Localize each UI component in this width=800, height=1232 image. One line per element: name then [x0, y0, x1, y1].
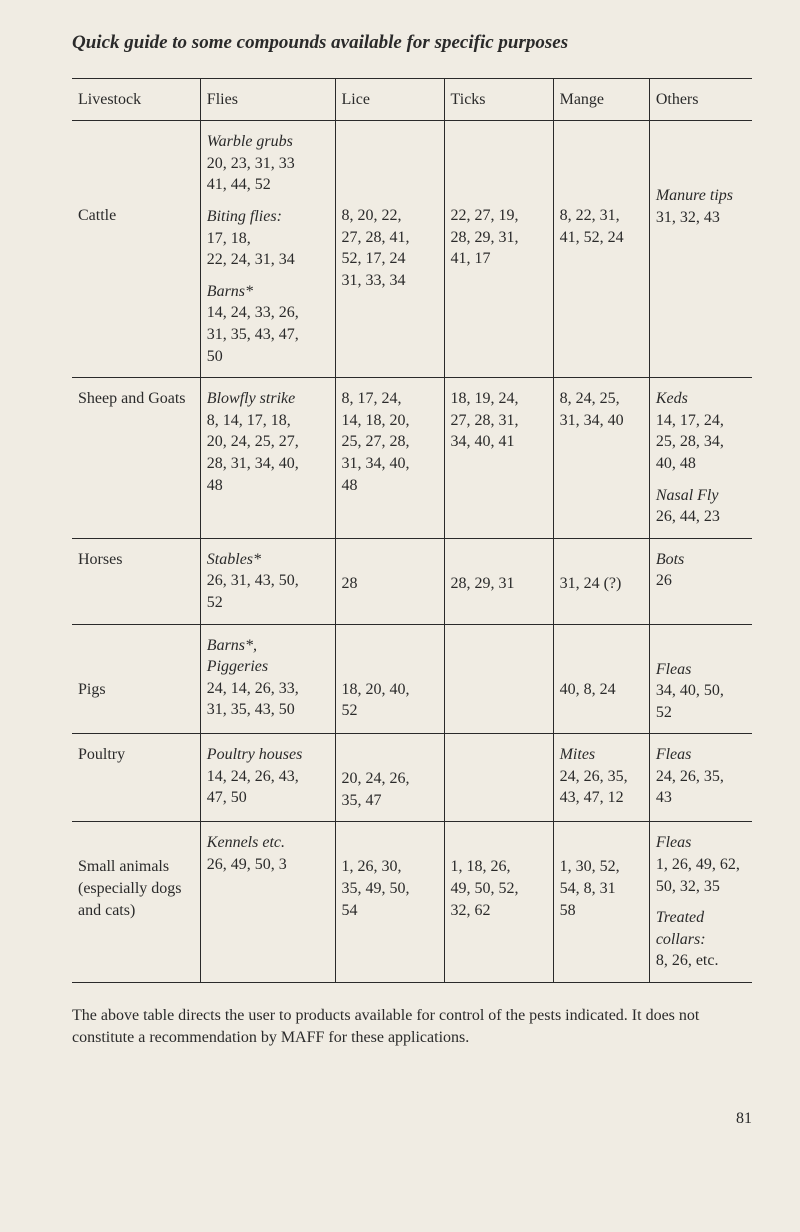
cell-livestock: Poultry	[72, 734, 200, 822]
cell-others: Bots 26	[649, 538, 752, 624]
cell-mange: 1, 30, 52,54, 8, 3158	[553, 822, 649, 983]
others-nums: 26, 44, 23	[656, 508, 720, 525]
flies-label: Biting flies:	[207, 208, 282, 225]
cell-flies: Poultry houses 14, 24, 26, 43,47, 50	[200, 734, 335, 822]
cell-flies: Blowfly strike 8, 14, 17, 18,20, 24, 25, …	[200, 378, 335, 539]
table-row: Poultry Poultry houses 14, 24, 26, 43,47, …	[72, 734, 752, 822]
flies-nums: 14, 24, 33, 26,31, 35, 43, 47,50	[207, 304, 299, 364]
cell-ticks	[444, 734, 553, 822]
flies-label: Kennels etc.	[207, 834, 285, 851]
cell-ticks: 1, 18, 26,49, 50, 52,32, 62	[444, 822, 553, 983]
table-row: PigsBarns*,Piggeries 24, 14, 26, 33,31, 3…	[72, 624, 752, 734]
cell-mange: Mites 24, 26, 35,43, 47, 12	[553, 734, 649, 822]
cell-livestock: Cattle	[72, 121, 200, 378]
cell-mange: 8, 22, 31,41, 52, 24	[553, 121, 649, 378]
cell-ticks: 18, 19, 24,27, 28, 31,34, 40, 41	[444, 378, 553, 539]
flies-label: Blowfly strike	[207, 390, 295, 407]
mange-nums: 8, 24, 25,31, 34, 40	[560, 390, 624, 429]
cell-ticks	[444, 624, 553, 734]
table-header-row: Livestock Flies Lice Ticks Mange Others	[72, 78, 752, 121]
col-lice: Lice	[335, 78, 444, 121]
cell-flies: Kennels etc. 26, 49, 50, 3	[200, 822, 335, 983]
col-flies: Flies	[200, 78, 335, 121]
table-row: Sheep and Goats Blowfly strike 8, 14, 17, …	[72, 378, 752, 539]
cell-lice: 1, 26, 30,35, 49, 50,54	[335, 822, 444, 983]
others-nums: 1, 26, 49, 62,50, 32, 35	[656, 856, 740, 895]
col-others: Others	[649, 78, 752, 121]
table-row: Cattle Warble grubs 20, 23, 31, 3341, 44, …	[72, 121, 752, 378]
others-label: Fleas	[656, 746, 692, 763]
others-nums: 8, 26, etc.	[656, 952, 719, 969]
cell-others: Fleas 24, 26, 35,43	[649, 734, 752, 822]
cell-others: Fleas 1, 26, 49, 62,50, 32, 35 Treated col…	[649, 822, 752, 983]
cell-flies: Barns*,Piggeries 24, 14, 26, 33,31, 35, 4…	[200, 624, 335, 734]
cell-mange: 8, 24, 25,31, 34, 40	[553, 378, 649, 539]
cell-livestock: Horses	[72, 538, 200, 624]
table-row: Small animals (especially dogs and cats)…	[72, 822, 752, 983]
flies-label: Poultry houses	[207, 746, 303, 763]
others-label: Nasal Fly	[656, 487, 719, 504]
cell-livestock: Small animals (especially dogs and cats)	[72, 822, 200, 983]
cell-others: Fleas 34, 40, 50,52	[649, 624, 752, 734]
others-label: Bots	[656, 551, 684, 568]
cell-lice: 20, 24, 26,35, 47	[335, 734, 444, 822]
footnote: The above table directs the user to prod…	[72, 1005, 752, 1048]
mange-nums: 24, 26, 35,43, 47, 12	[560, 768, 628, 807]
col-mange: Mange	[553, 78, 649, 121]
others-label: Treated collars:	[656, 909, 706, 948]
cell-lice: 18, 20, 40,52	[335, 624, 444, 734]
table-row: Horses Stables* 26, 31, 43, 50,52 2828, 29,…	[72, 538, 752, 624]
flies-label: Barns*	[207, 283, 253, 300]
flies-nums: 26, 31, 43, 50,52	[207, 572, 299, 611]
cell-flies: Stables* 26, 31, 43, 50,52	[200, 538, 335, 624]
cell-ticks: 28, 29, 31	[444, 538, 553, 624]
mange-nums: 31, 24 (?)	[560, 575, 622, 592]
others-nums: 26	[656, 572, 672, 589]
compound-table: Livestock Flies Lice Ticks Mange Others …	[72, 78, 752, 983]
cell-lice: 8, 17, 24,14, 18, 20,25, 27, 28,31, 34, …	[335, 378, 444, 539]
others-label: Manure tips	[656, 187, 733, 204]
flies-label: Barns*,Piggeries	[207, 637, 268, 676]
page-number: 81	[72, 1108, 752, 1130]
cell-mange: 31, 24 (?)	[553, 538, 649, 624]
others-label: Fleas	[656, 661, 692, 678]
page-title: Quick guide to some compounds available …	[72, 30, 752, 56]
cell-others: Manure tips 31, 32, 43	[649, 121, 752, 378]
col-ticks: Ticks	[444, 78, 553, 121]
flies-nums: 17, 18,22, 24, 31, 34	[207, 230, 295, 269]
mange-nums: 1, 30, 52,54, 8, 3158	[560, 858, 620, 918]
flies-label: Stables*	[207, 551, 261, 568]
mange-label: Mites	[560, 746, 596, 763]
flies-label: Warble grubs	[207, 133, 293, 150]
cell-lice: 8, 20, 22,27, 28, 41,52, 17, 2431, 33, 3…	[335, 121, 444, 378]
flies-nums: 20, 23, 31, 3341, 44, 52	[207, 155, 295, 194]
others-nums: 14, 17, 24,25, 28, 34,40, 48	[656, 412, 724, 472]
cell-lice: 28	[335, 538, 444, 624]
mange-nums: 8, 22, 31,41, 52, 24	[560, 207, 624, 246]
others-nums: 31, 32, 43	[656, 209, 720, 226]
others-nums: 24, 26, 35,43	[656, 768, 724, 807]
col-livestock: Livestock	[72, 78, 200, 121]
cell-flies: Warble grubs 20, 23, 31, 3341, 44, 52 Biti…	[200, 121, 335, 378]
flies-nums: 8, 14, 17, 18,20, 24, 25, 27,28, 31, 34,…	[207, 412, 299, 494]
cell-ticks: 22, 27, 19,28, 29, 31,41, 17	[444, 121, 553, 378]
flies-nums: 26, 49, 50, 3	[207, 856, 287, 873]
mange-nums: 40, 8, 24	[560, 681, 616, 698]
flies-nums: 24, 14, 26, 33,31, 35, 43, 50	[207, 680, 299, 719]
cell-mange: 40, 8, 24	[553, 624, 649, 734]
cell-others: Keds 14, 17, 24,25, 28, 34,40, 48 Nasal Fl…	[649, 378, 752, 539]
others-label: Fleas	[656, 834, 692, 851]
cell-livestock: Sheep and Goats	[72, 378, 200, 539]
others-nums: 34, 40, 50,52	[656, 682, 724, 721]
cell-livestock: Pigs	[72, 624, 200, 734]
others-label: Keds	[656, 390, 688, 407]
flies-nums: 14, 24, 26, 43,47, 50	[207, 768, 299, 807]
